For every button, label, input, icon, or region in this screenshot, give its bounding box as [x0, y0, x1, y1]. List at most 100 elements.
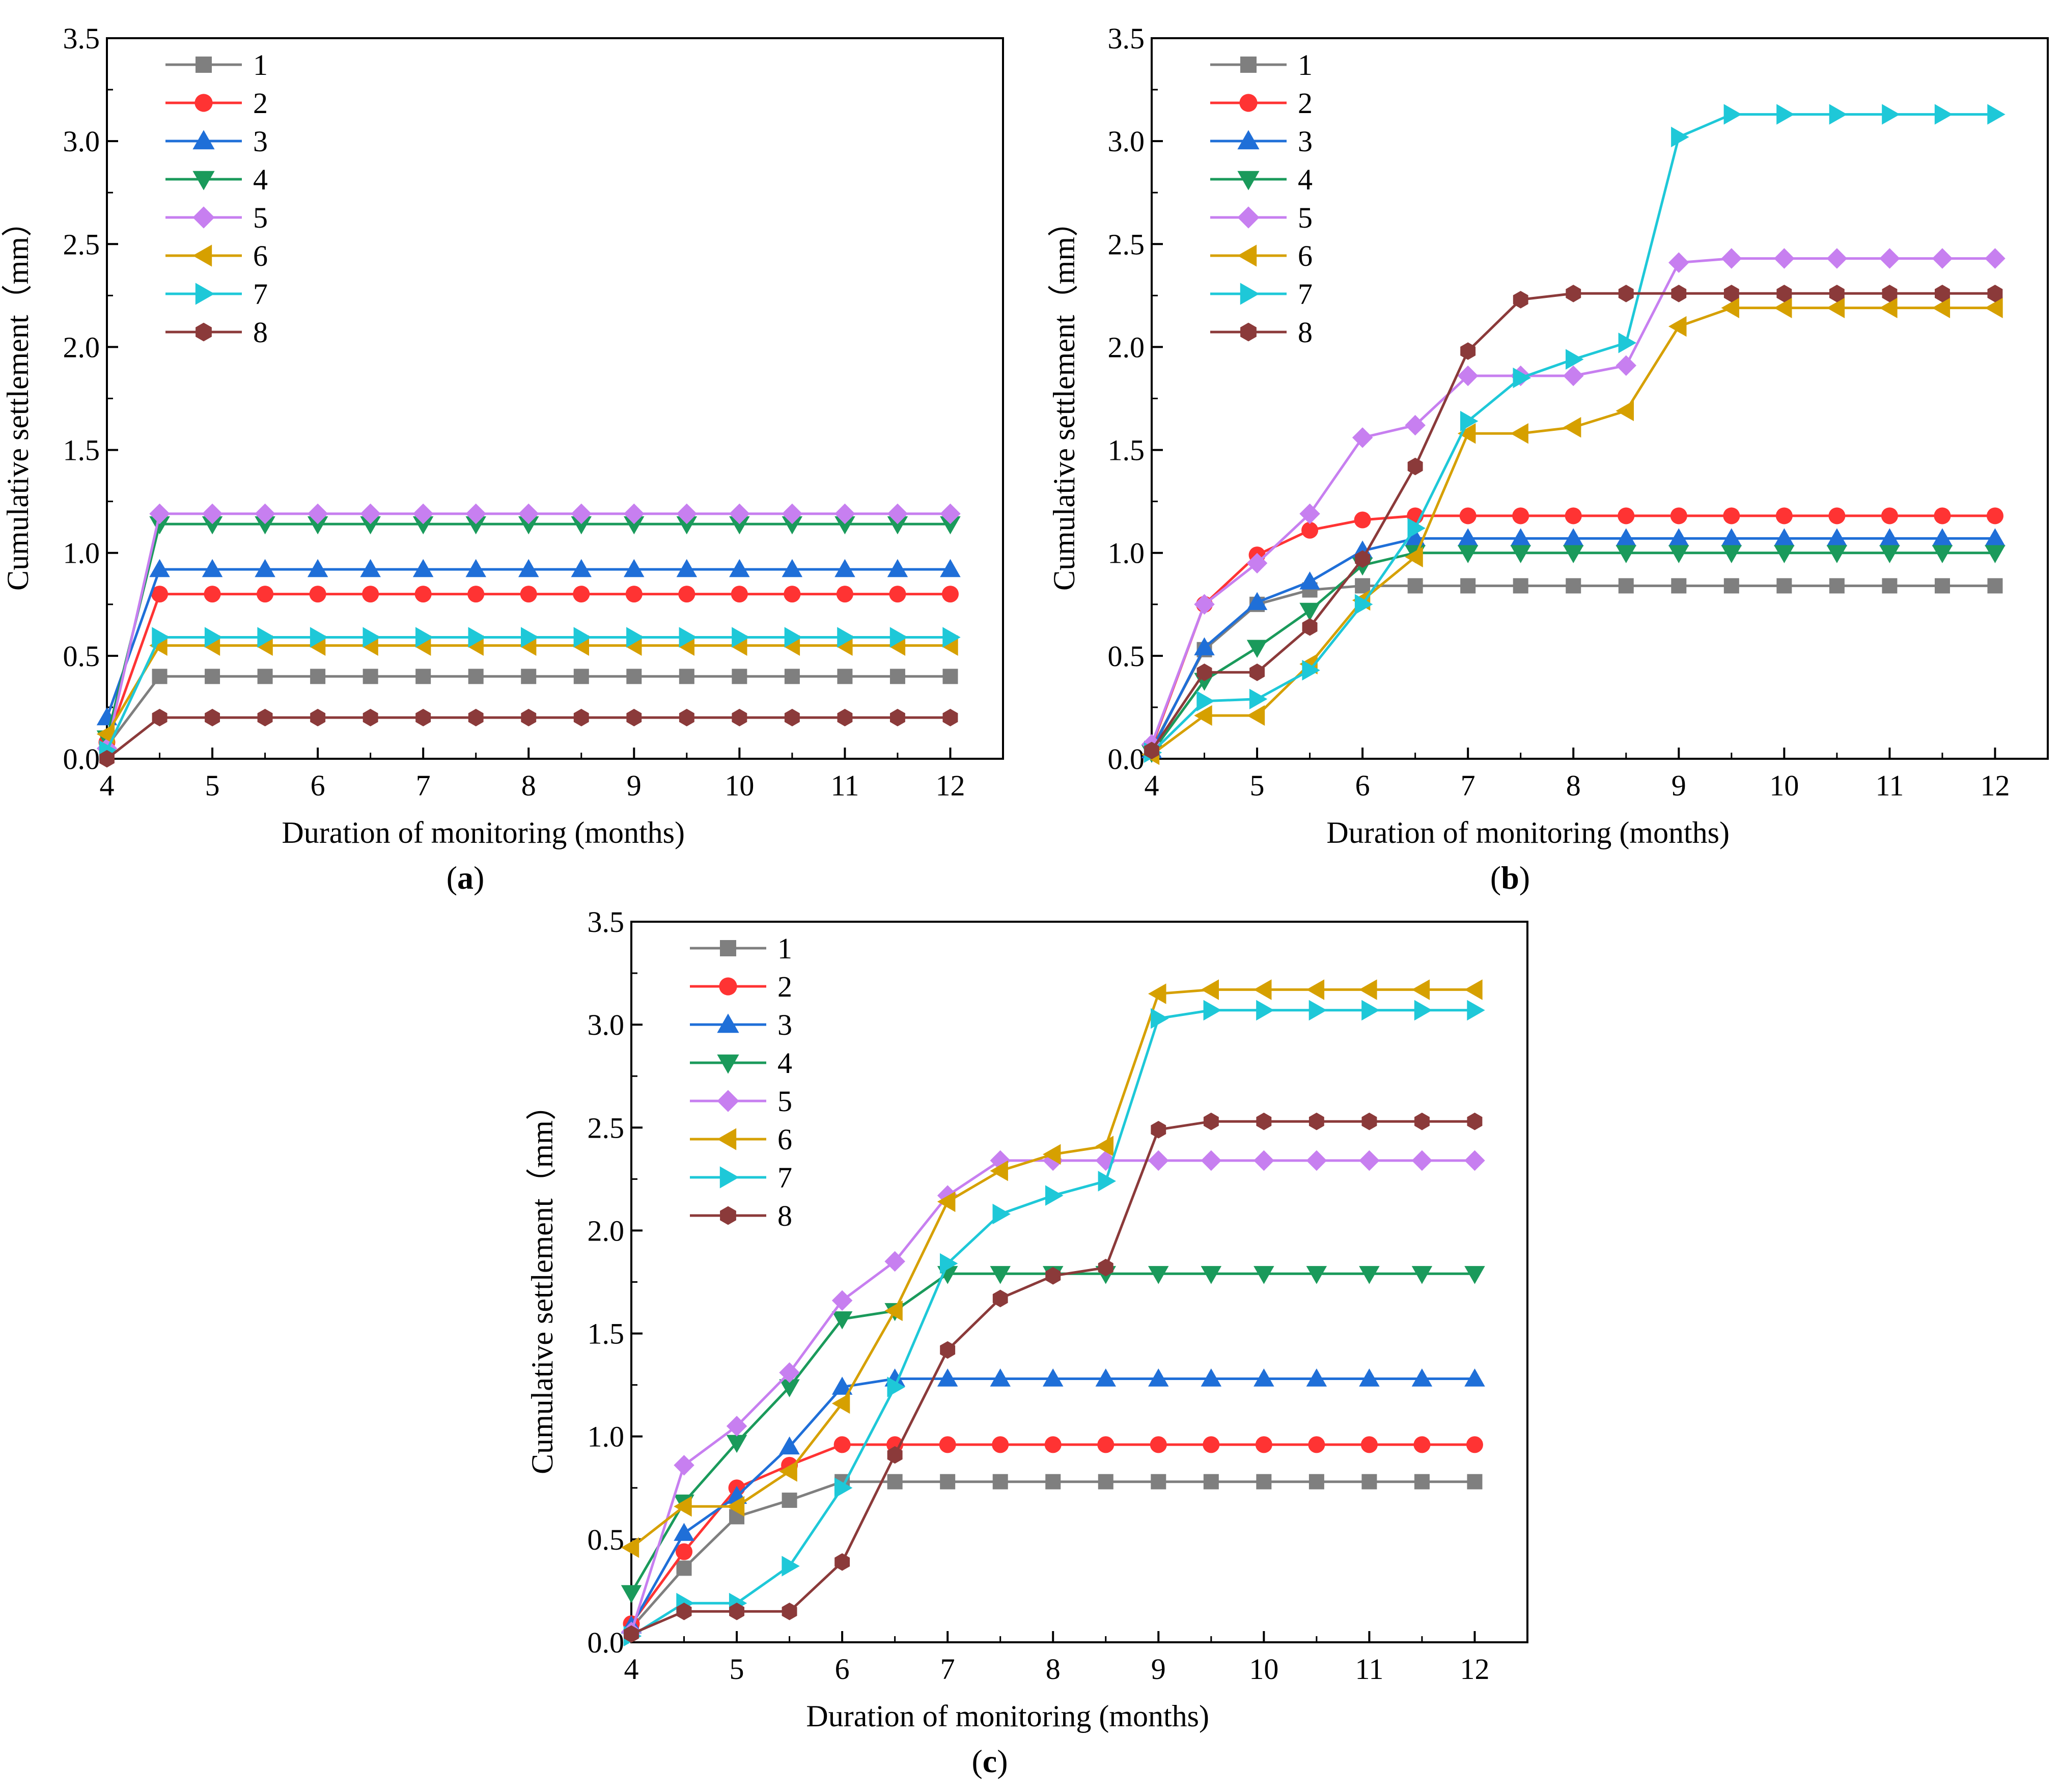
data-point-2: [573, 586, 590, 603]
data-point-1: [1566, 578, 1581, 594]
data-point-6: [1563, 417, 1581, 438]
data-point-4: [940, 516, 961, 535]
legend-marker-1: [720, 940, 736, 956]
x-tick-label: 8: [1566, 769, 1581, 802]
y-tick-label: 3.0: [1108, 125, 1145, 158]
chart-panel-c: 4 5 6 7 8 9 10 11 120.00.51.01.52.02.53.03.5Dura…: [525, 905, 1528, 1779]
data-point-1: [205, 669, 220, 684]
data-point-8: [1467, 1112, 1483, 1131]
data-point-5: [887, 503, 908, 525]
data-point-7: [1354, 594, 1373, 615]
data-point-8: [1723, 285, 1739, 302]
data-point-8: [729, 1603, 744, 1620]
series-line-3: [1150, 537, 1995, 751]
data-point-1: [257, 669, 273, 684]
data-point-7: [521, 627, 539, 648]
data-point-7: [782, 1556, 800, 1577]
data-point-2: [731, 586, 748, 603]
data-point-1: [782, 1493, 797, 1508]
legend-marker-4: [1237, 171, 1260, 190]
legend-label-6: 6: [253, 239, 268, 272]
data-point-3: [1721, 528, 1742, 546]
x-tick-label: 4: [100, 769, 115, 802]
data-point-8: [887, 1446, 903, 1464]
data-point-2: [1301, 521, 1319, 539]
data-point-8: [1151, 1121, 1166, 1139]
panel-caption: (a): [447, 860, 485, 896]
data-point-5: [1932, 248, 1953, 269]
data-point-1: [1776, 578, 1792, 594]
data-point-8: [1776, 285, 1792, 302]
data-point-2: [1934, 507, 1951, 525]
data-point-6: [1826, 297, 1845, 318]
x-tick-label: 6: [1355, 769, 1370, 802]
data-point-4: [1299, 602, 1320, 621]
legend-marker-8: [1240, 322, 1257, 342]
x-tick-label: 10: [1249, 1652, 1278, 1686]
data-point-8: [310, 708, 326, 727]
data-point-2: [204, 586, 221, 603]
data-point-6: [1879, 297, 1898, 318]
legend-marker-3: [717, 1013, 739, 1033]
data-point-8: [1144, 741, 1159, 760]
y-tick-label: 0.0: [588, 1626, 625, 1659]
data-point-3: [729, 559, 750, 577]
data-point-8: [99, 750, 115, 768]
data-point-7: [1196, 691, 1215, 711]
data-point-5: [1352, 427, 1373, 448]
data-point-5: [149, 503, 170, 525]
data-point-7: [1151, 1008, 1169, 1029]
data-point-4: [1148, 1266, 1169, 1284]
legend-marker-2: [1239, 94, 1258, 112]
legend-label-3: 3: [253, 125, 268, 158]
data-point-5: [1254, 1150, 1274, 1171]
data-point-4: [1985, 545, 2006, 563]
x-tick-label: 11: [1355, 1652, 1383, 1686]
data-point-8: [942, 708, 958, 727]
legend-label-6: 6: [777, 1123, 792, 1156]
data-point-5: [307, 503, 328, 525]
data-point-8: [1203, 1112, 1219, 1131]
data-point-5: [1985, 248, 2006, 269]
legend-label-6: 6: [1298, 239, 1313, 272]
data-point-4: [202, 516, 223, 535]
data-point-3: [1879, 528, 1900, 546]
x-tick-label: 10: [725, 769, 754, 802]
data-point-3: [1148, 1368, 1169, 1387]
y-tick-label: 1.0: [63, 537, 100, 570]
y-tick-label: 1.5: [1108, 434, 1145, 467]
data-point-2: [257, 586, 274, 603]
data-point-6: [1932, 297, 1951, 318]
data-point-1: [1934, 578, 1950, 594]
series-7: [99, 627, 961, 761]
legend-marker-6: [717, 1128, 737, 1150]
series-5: [621, 1150, 1485, 1642]
x-axis-title: Duration of monitoring (months): [1326, 816, 1730, 849]
data-point-7: [887, 1376, 905, 1397]
y-axis-title: Cumulative settlement（mm）: [1, 206, 35, 591]
data-point-1: [992, 1474, 1008, 1490]
data-point-6: [1985, 297, 2003, 318]
data-point-8: [1045, 1267, 1061, 1285]
data-point-2: [992, 1436, 1009, 1453]
data-point-7: [834, 1477, 853, 1498]
legend-marker-1: [196, 57, 212, 73]
data-point-1: [310, 669, 326, 684]
data-point-7: [1987, 104, 2006, 125]
legend: 1 2 3 4 5 6 7 8: [690, 932, 792, 1232]
legend-marker-6: [1237, 244, 1257, 267]
data-point-7: [679, 627, 698, 648]
data-point-4: [518, 516, 539, 535]
data-point-8: [1882, 285, 1898, 302]
legend-label-7: 7: [253, 278, 268, 311]
x-tick-label: 7: [416, 769, 431, 802]
data-point-7: [257, 627, 275, 648]
plot-frame: [106, 37, 1004, 760]
series-2: [98, 586, 959, 751]
data-point-8: [205, 708, 220, 727]
data-point-3: [624, 559, 645, 577]
data-point-8: [784, 708, 800, 727]
legend-label-2: 2: [253, 87, 268, 120]
data-point-3: [1254, 1368, 1274, 1387]
data-point-7: [1776, 104, 1795, 125]
